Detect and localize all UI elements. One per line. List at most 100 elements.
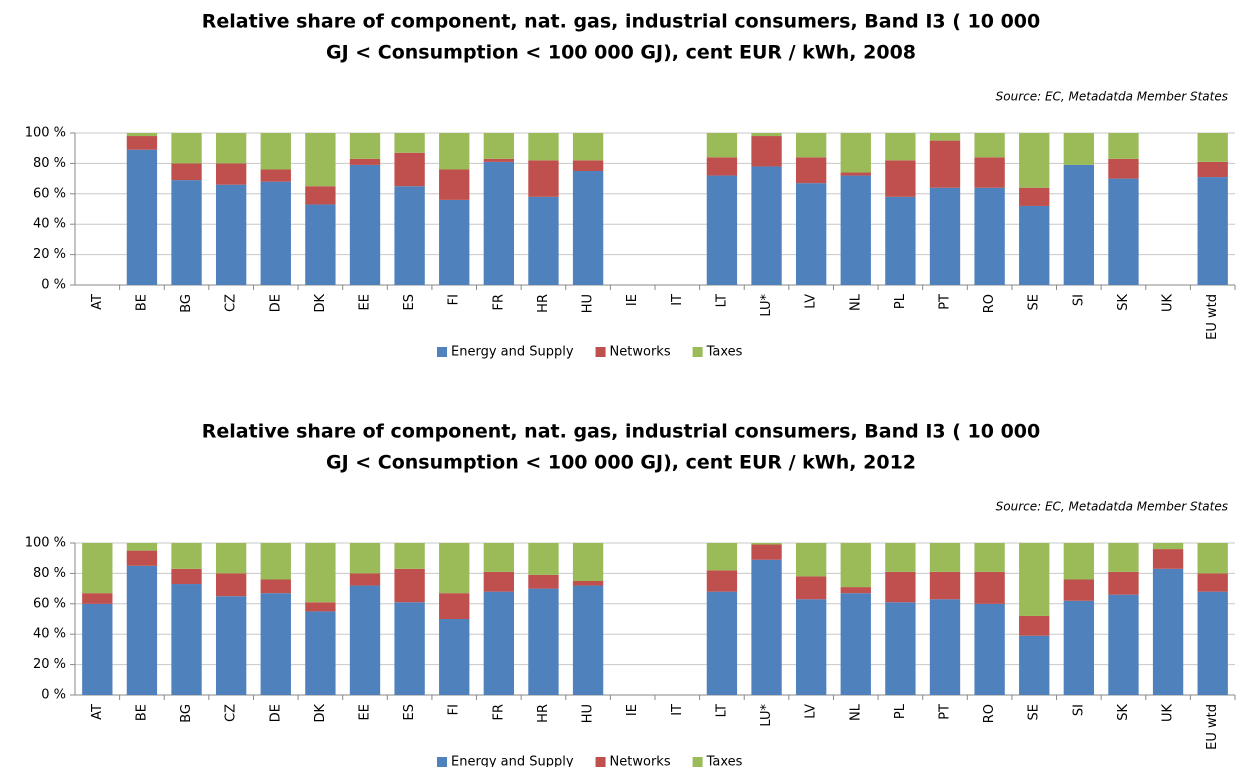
bar-segment [795,183,827,285]
x-tick-label: NL [848,703,863,721]
bar-segment [974,187,1005,285]
bar-segment [706,570,738,592]
x-tick-label: DK [313,704,328,723]
chart: Relative share of component, nat. gas, i… [25,11,1236,360]
bar-segment [885,160,916,197]
y-tick-label: 40 % [33,627,66,642]
y-tick-label: 100 % [25,126,66,141]
bar-segment [1152,543,1184,550]
bar-segment [1019,543,1050,616]
bar-segment [885,571,916,603]
bar-segment [795,543,827,577]
bar-segment [840,172,871,176]
bar-segment [215,543,247,574]
x-tick-label: UK [1161,294,1176,313]
x-tick-label: SI [1071,704,1086,716]
bar-segment [706,591,738,695]
source-note: Source: EC, Metadatda Member States [996,500,1228,514]
bar-segment [1108,594,1139,695]
x-tick-label: LT [714,704,729,717]
legend-swatch [437,347,447,357]
x-tick-label: BG [179,704,194,723]
x-tick-label: IE [625,294,640,306]
bar-segment [1063,133,1095,165]
bar-segment [171,584,202,695]
x-tick-label: ES [402,704,417,720]
bar-segment [1197,543,1228,574]
y-tick-label: 100 % [25,536,66,551]
bar-segment [439,593,470,619]
bar-segment [171,163,202,181]
bar-segment [171,133,202,164]
y-tick-label: 20 % [33,247,66,262]
y-tick-label: 0 % [41,278,66,293]
bar-segment [171,568,202,585]
x-tick-label: HR [536,704,551,723]
x-tick-label: IT [670,704,685,716]
chart-title: GJ < Consumption < 100 000 GJ), cent EUR… [326,452,916,474]
bar-segment [974,543,1005,572]
bar-segment [751,559,782,695]
bar-segment [1019,205,1050,285]
chart-title: Relative share of component, nat. gas, i… [202,11,1040,33]
bar-segment [305,186,336,205]
bar-segment [394,602,425,695]
bar-segment [349,158,381,165]
x-tick-label: EU wtd [1205,704,1220,750]
bar-segment [260,169,291,182]
bar-segment [349,543,381,574]
bar-segment [260,593,291,695]
x-tick-label: FI [447,704,462,715]
bar-segment [706,133,738,158]
y-tick-label: 40 % [33,217,66,232]
bar-segment [394,568,425,603]
x-tick-label: SE [1027,294,1042,310]
bar-segment [171,543,202,569]
bar-segment [974,133,1005,158]
bar-segment [840,175,871,285]
bar-segment [126,550,158,566]
bar-segment [885,196,916,285]
x-tick-label: HU [581,704,596,723]
bar-segment [528,588,559,695]
x-tick-label: DK [313,294,328,313]
bar-segment [349,573,381,586]
bar-segment [528,160,559,197]
bar-segment [1197,573,1228,592]
bar-segment [394,133,425,153]
bar-segment [1108,178,1139,285]
y-tick-label: 80 % [33,156,66,171]
x-tick-label: PT [938,294,953,310]
legend-swatch [692,757,703,767]
bar-segment [1197,177,1228,285]
bar-segment [439,619,470,695]
bar-segment [439,133,470,170]
bar-segment [349,164,381,285]
bar-segment [885,602,916,695]
bar-segment [394,152,425,187]
bar-segment [1108,133,1139,159]
bar-segment [1019,635,1050,695]
bar-segment [483,158,515,162]
x-tick-label: FI [447,294,462,305]
bar-segment [795,599,827,695]
bar-segment [1063,543,1095,580]
bar-segment [929,140,961,188]
bar-segment [929,187,961,285]
x-tick-label: NL [848,293,863,311]
bar-segment [1063,164,1095,285]
bar-segment [215,573,247,597]
bar-segment [1197,161,1228,178]
y-tick-label: 60 % [33,186,66,201]
bar-segment [171,180,202,285]
bar-segment [706,157,738,176]
bar-segment [528,196,559,285]
x-tick-label: SK [1116,294,1131,311]
bar-segment [126,565,158,695]
legend-label: Networks [610,755,671,767]
bar-segment [1019,187,1050,206]
bar-segment [840,133,871,173]
x-tick-label: DE [268,704,283,722]
bar-segment [572,160,604,171]
bar-segment [483,161,515,285]
